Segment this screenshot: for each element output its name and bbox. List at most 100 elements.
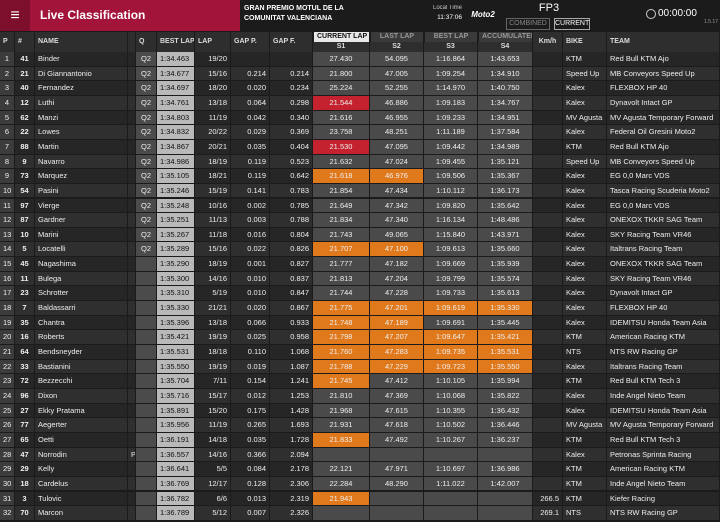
table-cell: Q2 xyxy=(136,169,157,183)
sector-time: 47.182 xyxy=(370,257,424,271)
table-cell: Kalex xyxy=(563,227,607,242)
table-cell xyxy=(533,462,563,476)
table-cell: MV Agusta Temporary Forward xyxy=(607,418,720,432)
sector-time: 1:09.442 xyxy=(424,139,478,154)
sector-time: 1:43.653 xyxy=(478,52,533,66)
table-cell: 1:35.248 xyxy=(157,198,195,213)
table-cell: 1:36.782 xyxy=(157,491,195,506)
sector-time: 1:36.173 xyxy=(478,183,533,198)
sector-time: 1:35.574 xyxy=(478,271,533,286)
table-cell: Manzi xyxy=(35,110,128,125)
table-cell: 0.404 xyxy=(270,139,313,154)
menu-button[interactable]: ≡ xyxy=(0,0,30,31)
table-cell: 15/16 xyxy=(195,66,231,81)
table-cell: Red Bull KTM Ajo xyxy=(607,52,720,66)
table-cell: ONEXOX TKKR SAG Team xyxy=(607,213,720,227)
combined-button[interactable]: COMBINED xyxy=(506,18,550,30)
sector-time xyxy=(424,491,478,506)
sector-time: 1:35.642 xyxy=(478,198,533,213)
table-cell: 11/18 xyxy=(195,227,231,242)
table-cell: Kalex xyxy=(563,301,607,315)
table-cell: Q2 xyxy=(136,198,157,213)
table-cell: 96 xyxy=(15,388,35,403)
table-cell: Kalex xyxy=(563,198,607,213)
table-cell xyxy=(128,301,136,315)
table-cell xyxy=(136,506,157,520)
table-cell: 20/21 xyxy=(195,139,231,154)
sector-time: 1:09.619 xyxy=(424,301,478,315)
table-cell: Red Bull KTM Tech 3 xyxy=(607,374,720,388)
sector-time: 46.955 xyxy=(370,110,424,125)
sector-time: 22.121 xyxy=(313,462,370,476)
table-cell: 18/19 xyxy=(195,154,231,169)
column-header: LAP xyxy=(195,32,231,52)
table-cell: NTS xyxy=(563,345,607,359)
sector-time: 27.430 xyxy=(313,52,370,66)
table-cell: 18/19 xyxy=(195,257,231,271)
table-cell: NTS xyxy=(563,506,607,520)
sector-time: 49.065 xyxy=(370,227,424,242)
sector-time: 21.632 xyxy=(313,154,370,169)
table-cell: Kalex xyxy=(563,359,607,374)
event-name: GRAN PREMIO MOTUL DE LA COMUNITAT VALENC… xyxy=(244,5,344,22)
table-cell: 0.785 xyxy=(270,198,313,213)
table-cell xyxy=(136,476,157,491)
sector-group-header: CURRENT LAP xyxy=(314,32,369,42)
table-cell: 11 xyxy=(0,198,15,213)
table-cell: 269.1 xyxy=(533,506,563,520)
table-cell: 1:36.769 xyxy=(157,476,195,491)
table-cell: 10 xyxy=(15,227,35,242)
table-cell xyxy=(128,154,136,169)
table-cell: Fernandez xyxy=(35,81,128,95)
table-cell: 1:36.641 xyxy=(157,462,195,476)
table-cell xyxy=(128,139,136,154)
table-cell: EG 0,0 Marc VDS xyxy=(607,198,720,213)
table-cell: 12/17 xyxy=(195,476,231,491)
table-cell: 0.010 xyxy=(231,271,270,286)
table-cell xyxy=(136,447,157,462)
table-cell: KTM xyxy=(563,476,607,491)
table-cell: Q2 xyxy=(136,52,157,66)
table-cell: 1:35.330 xyxy=(157,301,195,315)
table-cell: Kalex xyxy=(563,81,607,95)
sector-time xyxy=(370,491,424,506)
table-cell: Dynavolt Intact GP xyxy=(607,286,720,301)
table-cell: 2.094 xyxy=(270,447,313,462)
sector-time: 1:09.820 xyxy=(424,198,478,213)
table-cell xyxy=(128,491,136,506)
table-cell xyxy=(128,169,136,183)
sector-time: 1:10.112 xyxy=(424,183,478,198)
table-cell xyxy=(533,286,563,301)
table-cell: 14/18 xyxy=(195,432,231,447)
table-cell: Vierge xyxy=(35,198,128,213)
sector-group-header: LAST LAP xyxy=(371,32,423,42)
table-cell: 1:34.867 xyxy=(157,139,195,154)
sector-time: 1:35.613 xyxy=(478,286,533,301)
table-cell: Dixon xyxy=(35,388,128,403)
table-cell: FLEXBOX HP 40 xyxy=(607,81,720,95)
sector-time: 1:10.355 xyxy=(424,403,478,418)
sector-time: 21.544 xyxy=(313,95,370,110)
table-cell: 0.003 xyxy=(231,213,270,227)
table-cell: 9 xyxy=(15,154,35,169)
table-cell: 0.340 xyxy=(270,110,313,125)
table-cell: 8 xyxy=(0,154,15,169)
table-cell: Kalex xyxy=(563,286,607,301)
current-button[interactable]: CURRENT xyxy=(554,18,590,30)
sector-time: 25.224 xyxy=(313,81,370,95)
sector-time: 52.255 xyxy=(370,81,424,95)
table-cell: 21 xyxy=(0,345,15,359)
table-cell: 12 xyxy=(15,95,35,110)
table-cell: Kalex xyxy=(563,242,607,257)
table-cell: 1:34.463 xyxy=(157,52,195,66)
sector-time: 47.412 xyxy=(370,374,424,388)
sector-time: 47.095 xyxy=(370,139,424,154)
table-cell: 1:36.789 xyxy=(157,506,195,520)
sector-time: 21.834 xyxy=(313,213,370,227)
table-cell: 10 xyxy=(0,183,15,198)
clock: 00:00:00 xyxy=(658,8,697,19)
table-cell: 0.010 xyxy=(231,286,270,301)
table-cell: 20/22 xyxy=(195,125,231,139)
table-cell: KTM xyxy=(563,432,607,447)
table-cell: 1:35.421 xyxy=(157,330,195,344)
